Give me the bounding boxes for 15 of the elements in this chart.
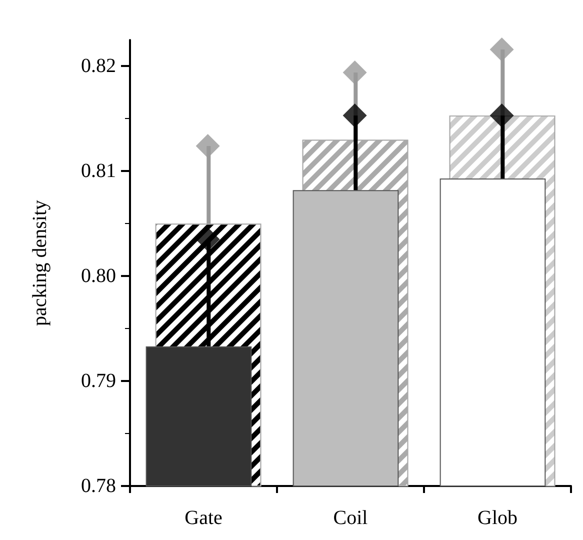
y-tick-label: 0.78 xyxy=(81,475,116,497)
point xyxy=(196,227,220,252)
point xyxy=(490,104,514,128)
point xyxy=(196,134,220,158)
point xyxy=(342,104,367,128)
x-tick-label: Gate xyxy=(184,507,222,529)
y-tick-label: 0.79 xyxy=(81,370,116,392)
y-tick-label: 0.80 xyxy=(81,265,116,288)
y-axis-title: packing density xyxy=(29,200,51,326)
y-tick-label: 0.81 xyxy=(81,160,116,182)
x-tick-label: Glob xyxy=(478,507,518,529)
y-tick-label: 0.82 xyxy=(81,55,116,78)
point xyxy=(490,37,514,62)
point xyxy=(342,60,367,85)
x-tick-label: Coil xyxy=(333,507,368,529)
